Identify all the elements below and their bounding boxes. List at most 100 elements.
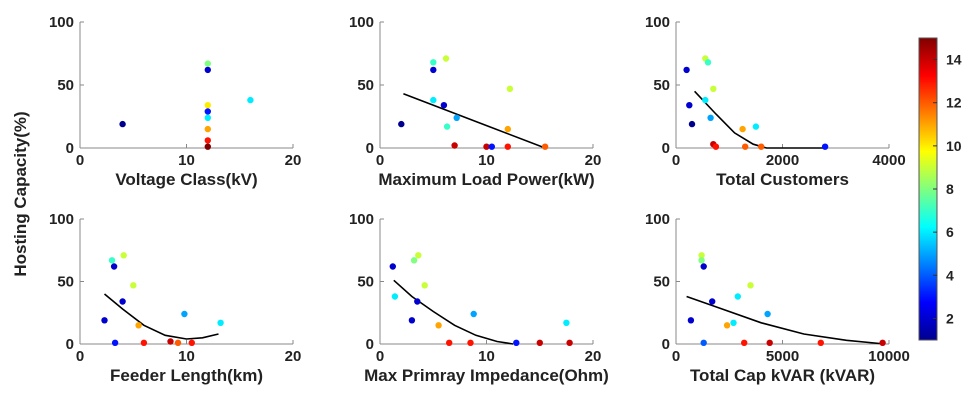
- data-point: [488, 143, 495, 150]
- data-point: [204, 125, 211, 133]
- data-point: [687, 317, 695, 324]
- data-point: [483, 143, 490, 150]
- data-point: [204, 66, 211, 74]
- y-tick-label: 100: [49, 211, 74, 228]
- data-point: [700, 263, 707, 270]
- data-point: [204, 137, 211, 144]
- colorbar-tick-label: 4: [946, 267, 954, 283]
- data-point: [739, 125, 746, 133]
- x-tick-label: 0: [76, 152, 84, 169]
- data-point: [130, 282, 137, 289]
- data-point: [741, 339, 748, 346]
- x-tick-label: 20: [285, 152, 302, 169]
- y-tick-label: 0: [66, 140, 74, 157]
- x-tick-label: 0: [76, 348, 84, 365]
- data-point: [513, 339, 520, 346]
- trend-line: [393, 279, 514, 345]
- data-point: [188, 339, 195, 346]
- y-tick-label: 50: [57, 274, 74, 291]
- trend-line: [694, 90, 826, 149]
- data-point: [747, 282, 754, 289]
- colorbar-tick-label: 14: [946, 52, 962, 68]
- y-tick-label: 50: [653, 274, 670, 291]
- data-point: [698, 257, 705, 264]
- subplot-1: 0 50 100 0 10 20 Voltage Class(kV): [49, 14, 301, 189]
- y-tick-label: 50: [57, 77, 74, 94]
- data-point: [467, 339, 474, 346]
- data-point: [430, 59, 437, 66]
- data-point: [167, 338, 174, 345]
- data-point: [504, 125, 511, 133]
- data-point: [707, 114, 714, 122]
- y-tick-label: 50: [357, 77, 374, 94]
- data-point: [764, 310, 771, 318]
- y-tick-label: 0: [662, 140, 670, 157]
- y-tick-label: 50: [653, 77, 670, 94]
- x-tick-label: 4000: [872, 152, 905, 169]
- x-tick-label: 10: [178, 152, 195, 169]
- data-point: [408, 317, 416, 324]
- data-point: [723, 322, 731, 329]
- y-tick-label: 100: [349, 14, 374, 31]
- data-point: [734, 293, 741, 300]
- data-point: [442, 55, 450, 62]
- data-point: [398, 120, 405, 128]
- x-tick-label: 20: [585, 348, 602, 365]
- data-point: [446, 339, 453, 346]
- x-axis-label: Maximum Load Power(kW): [378, 170, 594, 189]
- x-axis-label: Total Cap kVAR (kVAR): [690, 366, 875, 385]
- y-tick-label: 100: [645, 211, 670, 228]
- data-point: [470, 310, 477, 318]
- data-point: [435, 322, 442, 329]
- data-point: [440, 102, 448, 109]
- x-tick-label: 0: [672, 152, 680, 169]
- data-point: [430, 96, 437, 104]
- data-point: [389, 263, 396, 270]
- data-point: [430, 66, 437, 74]
- data-point: [119, 298, 126, 305]
- y-tick-label: 100: [349, 211, 374, 228]
- trend-line: [403, 93, 546, 149]
- data-point: [135, 322, 142, 329]
- data-point: [709, 298, 716, 305]
- data-point: [704, 59, 712, 66]
- x-axis-label: Max Primray Impedance(Ohm): [364, 366, 609, 385]
- data-point: [181, 310, 188, 318]
- data-point: [563, 319, 570, 326]
- data-point: [821, 143, 829, 150]
- x-tick-label: 0: [672, 348, 680, 365]
- data-point: [204, 108, 211, 115]
- data-point: [730, 319, 737, 326]
- x-tick-label: 10: [478, 348, 495, 365]
- data-point: [111, 339, 119, 346]
- data-point: [566, 339, 573, 346]
- data-point: [108, 257, 116, 264]
- y-tick-label: 0: [662, 336, 670, 353]
- y-tick-label: 0: [366, 336, 374, 353]
- data-point: [541, 143, 549, 150]
- data-point: [110, 263, 118, 270]
- x-axis-label: Total Customers: [716, 170, 849, 189]
- data-point: [712, 143, 720, 150]
- data-point: [204, 114, 211, 122]
- data-point: [506, 85, 514, 93]
- data-point: [204, 60, 211, 67]
- colorbar-tick-label: 12: [946, 95, 962, 111]
- data-point: [758, 143, 765, 150]
- data-point: [817, 339, 824, 346]
- data-point: [700, 339, 707, 346]
- data-point: [391, 293, 399, 300]
- data-point: [204, 143, 211, 150]
- x-axis-label: Voltage Class(kV): [115, 170, 257, 189]
- subplot-3: 0 50 100 0 2000 4000 Total Customers: [645, 14, 906, 189]
- x-tick-label: 20: [285, 348, 302, 365]
- data-point: [710, 85, 717, 93]
- x-tick-label: 0: [376, 152, 384, 169]
- data-point: [453, 114, 460, 122]
- y-tick-label: 100: [645, 14, 670, 31]
- data-point: [879, 339, 886, 346]
- data-point: [120, 252, 127, 259]
